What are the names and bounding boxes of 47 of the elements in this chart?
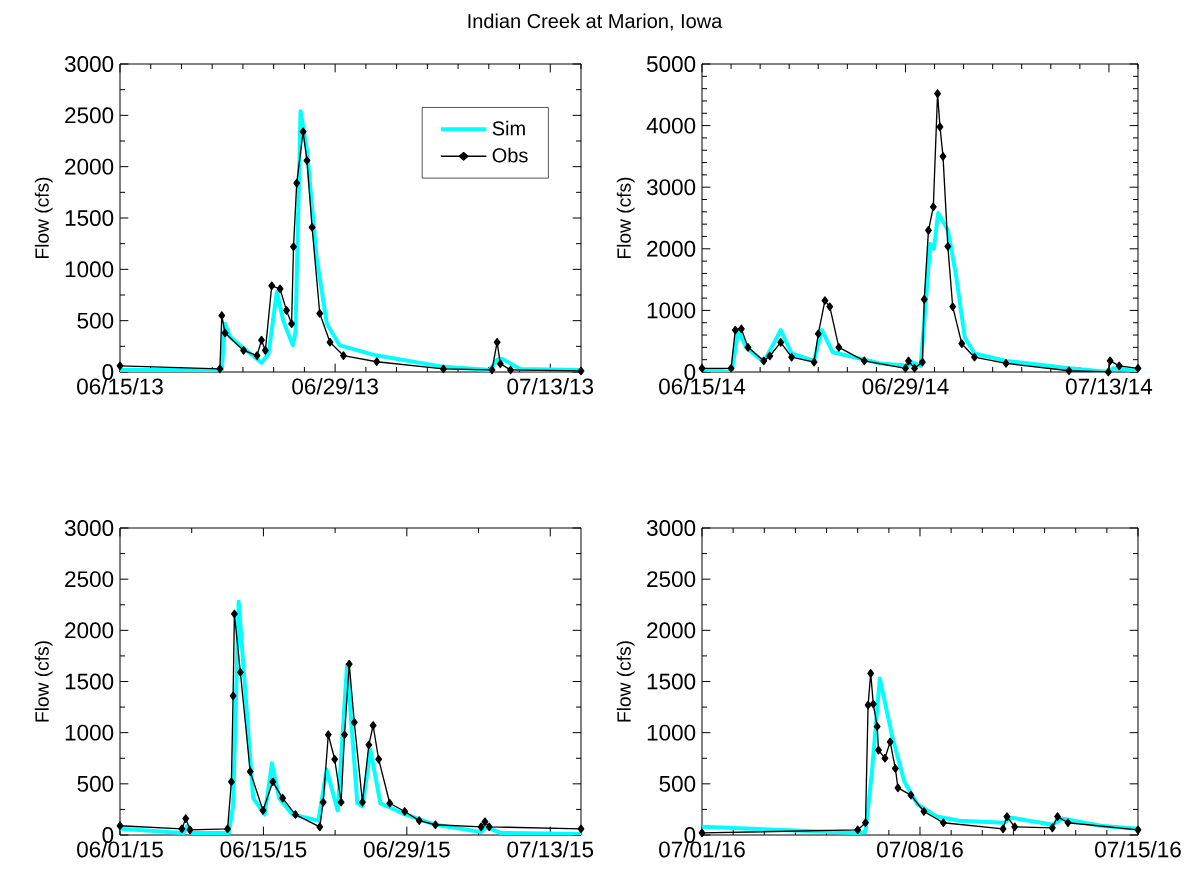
y-axis-title: Flow (cfs): [34, 177, 53, 258]
legend-label: Obs: [492, 147, 528, 163]
y-tick-label: 2000: [65, 622, 114, 639]
y-tick-label: 1500: [65, 673, 114, 690]
legend-label: Sim: [492, 120, 525, 136]
y-axis-title: Flow (cfs): [616, 641, 635, 722]
y-tick-label: 2500: [65, 107, 114, 124]
x-tick-label: 06/29/15: [363, 840, 450, 858]
y-tick-label: 1000: [65, 261, 114, 278]
chart-title: Indian Creek at Marion, Iowa: [468, 13, 723, 31]
x-tick-label: 07/13/15: [507, 840, 594, 858]
x-tick-label: 07/13/14: [1066, 377, 1153, 395]
y-tick-label: 2500: [647, 571, 696, 588]
x-tick-label: 07/01/16: [659, 840, 745, 858]
x-tick-label: 07/13/13: [507, 377, 594, 395]
y-tick-label: 0: [684, 364, 696, 380]
x-tick-label: 06/29/14: [862, 377, 949, 395]
y-tick-label: 1000: [65, 724, 114, 741]
x-tick-label: 07/15/16: [1095, 840, 1181, 858]
y-tick-label: 1000: [647, 724, 696, 741]
x-tick-label: 07/08/16: [877, 840, 963, 858]
y-axis-title: Flow (cfs): [616, 177, 635, 258]
y-tick-label: 1000: [647, 302, 696, 319]
x-tick-label: 06/15/15: [220, 840, 307, 858]
y-tick-label: 2500: [65, 571, 114, 588]
x-tick-label: 06/15/13: [77, 377, 163, 395]
y-tick-label: 0: [102, 827, 114, 843]
y-tick-label: 1500: [65, 210, 114, 226]
y-tick-label: 500: [659, 775, 696, 792]
y-tick-label: 0: [102, 364, 114, 380]
y-tick-label: 3000: [64, 56, 114, 72]
y-tick-label: 2000: [647, 622, 696, 639]
y-tick-label: 4000: [646, 117, 696, 134]
y-tick-label: 5000: [646, 56, 696, 72]
y-tick-label: 500: [77, 312, 114, 329]
y-tick-label: 2000: [647, 240, 696, 257]
y-tick-label: 1500: [647, 673, 696, 690]
y-tick-label: 3000: [646, 179, 696, 196]
x-tick-label: 06/01/15: [77, 840, 163, 858]
y-tick-label: 500: [77, 775, 114, 792]
x-tick-label: 06/15/14: [659, 377, 746, 395]
y-axis-title: Flow (cfs): [34, 641, 53, 722]
y-tick-label: 0: [684, 827, 696, 843]
y-tick-label: 2000: [65, 158, 114, 175]
x-tick-label: 06/29/13: [292, 377, 378, 395]
y-tick-label: 3000: [646, 520, 696, 536]
y-tick-label: 3000: [64, 520, 114, 536]
